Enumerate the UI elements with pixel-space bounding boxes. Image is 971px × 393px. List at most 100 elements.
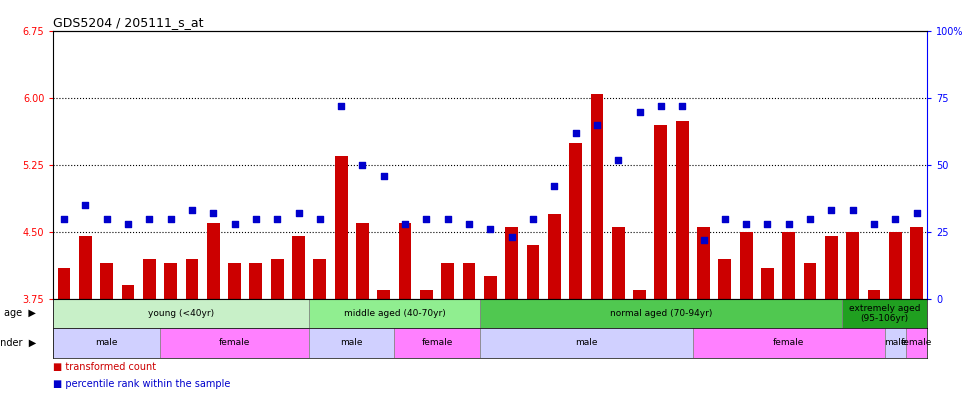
Bar <box>271 259 284 299</box>
Point <box>206 210 221 216</box>
Bar <box>462 263 476 299</box>
Bar <box>442 263 454 299</box>
Bar <box>420 290 433 299</box>
Point <box>78 202 93 208</box>
Text: ■ transformed count: ■ transformed count <box>53 362 156 371</box>
Bar <box>121 285 134 299</box>
Point <box>227 221 243 227</box>
Text: ■ percentile rank within the sample: ■ percentile rank within the sample <box>53 379 231 389</box>
Bar <box>335 156 348 299</box>
Bar <box>633 290 646 299</box>
Bar <box>676 121 688 299</box>
Text: female: female <box>218 338 251 347</box>
Bar <box>783 232 795 299</box>
Bar <box>394 328 480 358</box>
Bar <box>250 263 262 299</box>
Point <box>184 208 200 214</box>
Point <box>568 130 584 136</box>
Bar <box>292 236 305 299</box>
Bar <box>548 214 560 299</box>
Point <box>120 221 136 227</box>
Point <box>525 215 541 222</box>
Text: extremely aged
(95-106yr): extremely aged (95-106yr) <box>849 304 921 323</box>
Bar <box>207 223 219 299</box>
Point <box>99 215 115 222</box>
Bar <box>590 94 603 299</box>
Bar <box>847 232 859 299</box>
Point <box>142 215 157 222</box>
Point <box>887 215 903 222</box>
Point <box>163 215 179 222</box>
Point <box>589 122 605 128</box>
Point <box>483 226 498 232</box>
Bar <box>480 328 693 358</box>
Point <box>461 221 477 227</box>
Text: age  ▶: age ▶ <box>4 309 36 318</box>
Point <box>547 183 562 189</box>
Point <box>376 173 391 179</box>
Bar <box>100 263 113 299</box>
Bar <box>53 299 309 328</box>
Point <box>290 210 306 216</box>
Bar <box>378 290 390 299</box>
Point <box>397 221 413 227</box>
Bar <box>228 263 241 299</box>
Point <box>866 221 882 227</box>
Point <box>333 103 349 109</box>
Bar <box>505 228 519 299</box>
Point <box>354 162 370 168</box>
Bar <box>740 232 753 299</box>
Point <box>269 215 285 222</box>
Point <box>717 215 732 222</box>
Point <box>440 215 455 222</box>
Point <box>56 215 72 222</box>
Point <box>419 215 434 222</box>
Point <box>611 156 626 163</box>
Bar <box>910 228 923 299</box>
Point <box>759 221 775 227</box>
Point <box>909 210 924 216</box>
Bar <box>185 259 198 299</box>
Text: female: female <box>901 338 932 347</box>
Point <box>249 215 264 222</box>
Bar <box>697 228 710 299</box>
Point <box>845 208 860 214</box>
Bar <box>399 223 412 299</box>
Bar <box>164 263 177 299</box>
Bar <box>906 328 927 358</box>
Bar <box>143 259 155 299</box>
Bar <box>888 232 902 299</box>
Point <box>675 103 690 109</box>
Bar <box>693 328 885 358</box>
Text: normal aged (70-94yr): normal aged (70-94yr) <box>610 309 712 318</box>
Point <box>781 221 796 227</box>
Text: male: male <box>884 338 907 347</box>
Bar <box>804 263 817 299</box>
Bar <box>480 299 842 328</box>
Bar <box>526 245 539 299</box>
Bar <box>160 328 309 358</box>
Point <box>696 237 712 243</box>
Text: GDS5204 / 205111_s_at: GDS5204 / 205111_s_at <box>53 16 204 29</box>
Bar <box>654 125 667 299</box>
Text: male: male <box>575 338 597 347</box>
Bar <box>868 290 881 299</box>
Bar <box>719 259 731 299</box>
Bar <box>569 143 582 299</box>
Bar <box>309 328 394 358</box>
Bar <box>53 328 160 358</box>
Point <box>738 221 753 227</box>
Point <box>802 215 818 222</box>
Bar <box>885 328 906 358</box>
Bar <box>761 268 774 299</box>
Text: gender  ▶: gender ▶ <box>0 338 36 348</box>
Point <box>504 234 519 241</box>
Bar <box>484 276 497 299</box>
Point <box>823 208 839 214</box>
Bar <box>309 299 480 328</box>
Text: female: female <box>421 338 452 347</box>
Bar <box>79 236 92 299</box>
Bar <box>356 223 369 299</box>
Text: female: female <box>773 338 804 347</box>
Point <box>653 103 669 109</box>
